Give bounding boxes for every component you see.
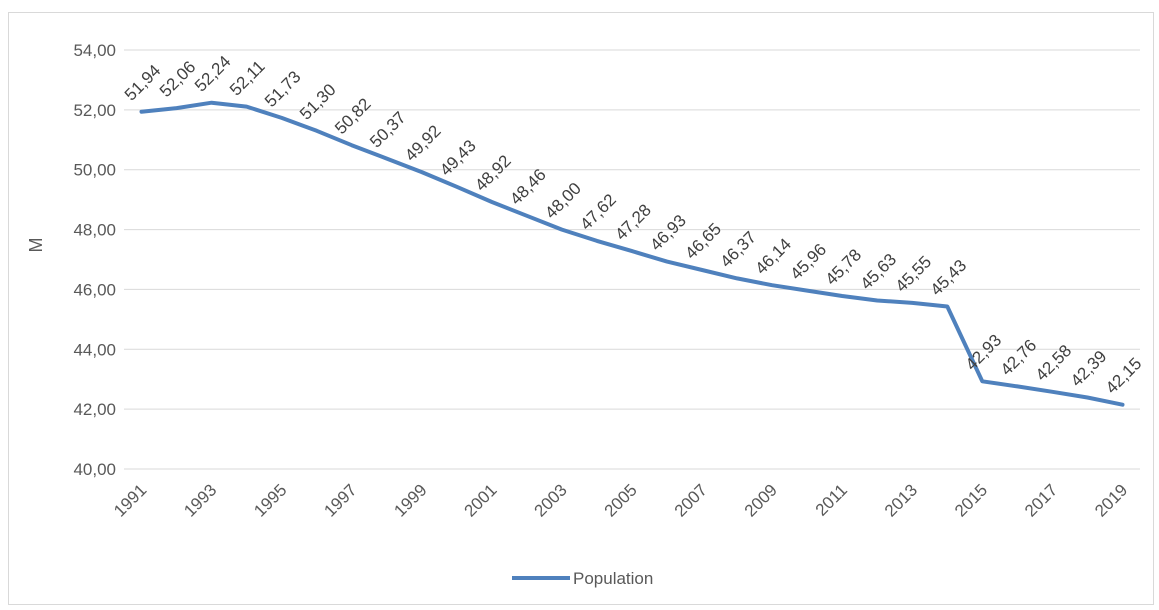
data-label: 50,82 [331,94,375,138]
x-tick-label: 2009 [741,480,781,520]
x-tick-label: 2017 [1021,480,1061,520]
data-label: 45,63 [857,250,901,294]
data-label: 50,37 [366,108,410,152]
data-label: 48,00 [541,179,585,223]
data-label: 51,94 [121,61,165,105]
data-label: 49,43 [436,136,480,180]
x-tick-label: 2007 [671,480,711,520]
y-tick-label: 46,00 [73,280,116,299]
y-tick-label: 42,00 [73,400,116,419]
y-axis-label: M [26,238,46,253]
x-tick-label: 1999 [390,480,430,520]
x-tick-label: 2011 [812,480,851,519]
x-tick-label: 2005 [601,480,641,520]
chart-frame [8,12,1154,605]
data-label: 52,11 [226,57,269,100]
x-tick-label: 2015 [951,480,991,520]
x-tick-label: 2003 [531,480,571,520]
legend: Population [512,569,653,588]
y-tick-label: 48,00 [73,221,116,240]
data-label: 45,43 [927,256,971,300]
x-tick-label: 2001 [461,480,501,520]
x-tick-label: 2019 [1091,480,1131,520]
series-lines [139,100,1125,407]
y-tick-label: 40,00 [73,460,116,479]
data-label: 48,92 [471,151,515,195]
x-tick-label: 1993 [180,480,220,520]
x-tick-label: 1995 [250,480,290,520]
data-label: 49,92 [401,121,445,165]
x-tick-label: 2013 [881,480,921,520]
data-label: 47,28 [611,200,655,244]
x-tick-label: 1991 [110,480,150,520]
y-tick-label: 50,00 [73,161,116,180]
gridlines [124,49,1140,410]
series-line-population [139,100,1125,407]
data-labels: 51,9452,0652,2452,1151,7351,3050,8250,37… [121,52,1145,397]
y-tick-label: 52,00 [73,101,116,120]
data-label: 48,46 [506,165,550,209]
x-tick-label: 1997 [320,480,360,520]
data-label: 51,30 [296,80,340,124]
y-tick-label: 44,00 [73,340,116,359]
data-label: 51,73 [261,67,305,111]
x-axis-ticks: 1991 1993 1995 1997 1999 2001 2003 2005 2007 2009… [110,480,1131,520]
legend-label-population: Population [573,569,653,588]
y-axis-ticks: 40,00 42,00 44,00 46,00 48,00 50,00 52,00 54,00 [73,41,116,479]
y-tick-label: 54,00 [73,41,116,60]
